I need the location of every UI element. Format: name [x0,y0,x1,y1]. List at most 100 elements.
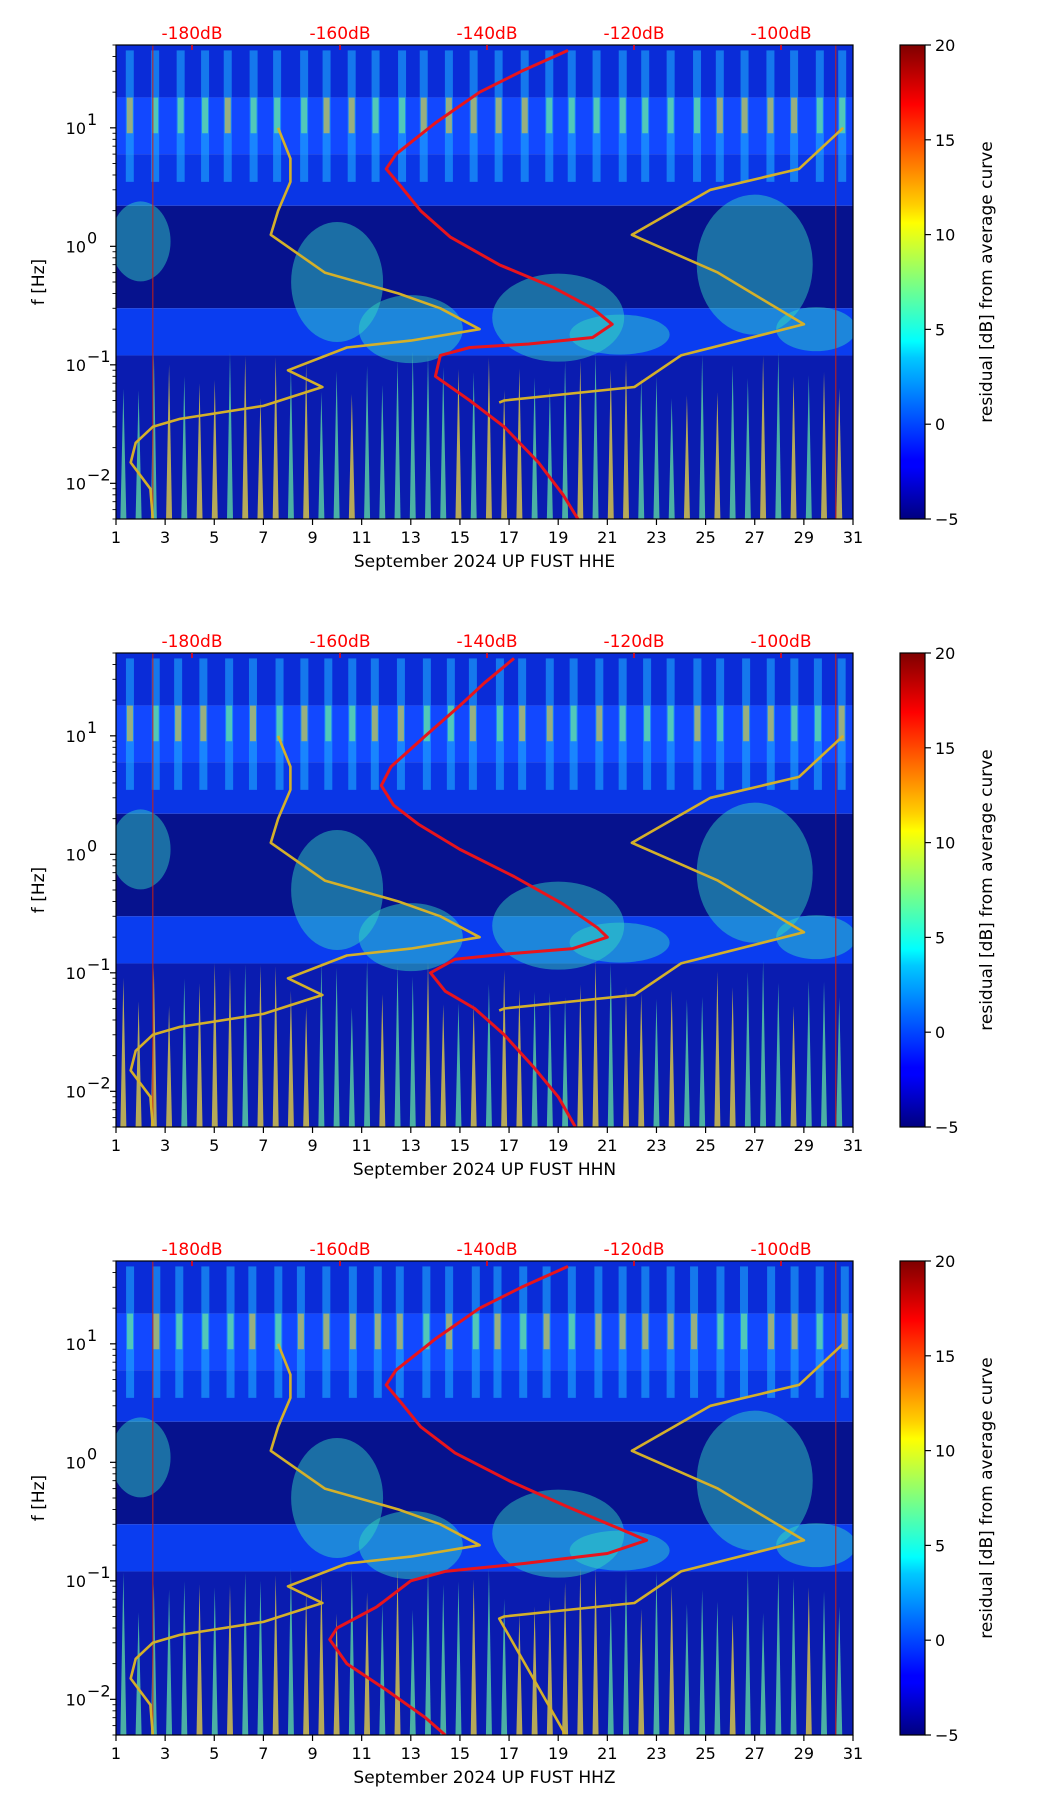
red-curve [379,657,609,1127]
x-tick-label: 3 [160,1744,170,1763]
x-tick-label: 25 [695,528,715,547]
x-tick-label: 3 [160,528,170,547]
colorbar-label: residual [dB] from average curve [977,749,997,1030]
x-tick-label: 17 [499,528,519,547]
x-tick-label: 27 [745,1744,765,1763]
top-db-tick-label: -120dB [603,1240,664,1260]
x-tick-label: 5 [209,1744,219,1763]
y-tick-exponent: −2 [87,1073,111,1092]
x-tick-label: 19 [548,1136,568,1155]
colorbar: 20 15 10 5 0 −5 residual [dB] from average cur… [899,1252,997,1745]
colorbar-tick-label: 10 [935,226,955,245]
top-db-tick-label: -180dB [161,632,222,652]
colorbar-label: residual [dB] from average curve [977,1357,997,1638]
x-tick-label: 5 [209,528,219,547]
x-tick-label: 29 [794,1744,814,1763]
top-db-tick-label: -180dB [161,24,222,44]
x-tick-label: 29 [794,1136,814,1155]
x-tick-label: 21 [597,1744,617,1763]
x-tick-label: 27 [745,1136,765,1155]
colorbar-tick-label: 10 [935,1442,955,1461]
colorbar-tick-label: 10 [935,834,955,853]
y-tick-exponent: 0 [87,836,97,855]
x-tick-label: 3 [160,1136,170,1155]
x-tick-label: 11 [351,1744,371,1763]
y-tick-exponent: −1 [87,347,111,366]
x-tick-label: 23 [646,1136,666,1155]
x-tick-label: 19 [548,528,568,547]
yellow-curve-2 [498,126,845,404]
yellow-curve-1 [129,735,481,1127]
y-tick-exponent: 0 [87,1444,97,1463]
x-tick-label: 15 [450,1744,470,1763]
colorbar-tick-label: 5 [935,1536,945,1555]
colorbar-tick-label: −5 [935,1118,959,1137]
x-tick-label: 15 [450,1136,470,1155]
y-tick-label: 10 [66,356,86,375]
yellow-curve-1 [129,1343,481,1735]
x-tick-label: 29 [794,528,814,547]
colorbar-tick-label: 20 [935,36,955,55]
red-curve [328,1265,649,1735]
y-tick-exponent: 1 [87,718,97,737]
x-tick-label: 17 [499,1136,519,1155]
y-tick-label: 10 [66,1453,86,1472]
x-tick-label: 31 [843,528,863,547]
x-tick-label: 19 [548,1744,568,1763]
x-tick-label: 27 [745,528,765,547]
x-tick-label: 1 [111,1136,121,1155]
colorbar: 20 15 10 5 0 −5 residual [dB] from average cur… [899,644,997,1137]
colorbar-label: residual [dB] from average curve [977,141,997,422]
x-tick-label: 9 [307,1744,317,1763]
y-tick-label: 10 [66,237,86,256]
x-tick-label: 25 [695,1136,715,1155]
y-tick-label: 10 [66,1335,86,1354]
x-tick-label: 13 [401,1744,421,1763]
colorbar-tick-label: 15 [935,1347,955,1366]
top-db-tick-label: -140dB [456,24,517,44]
y-axis-label: f [Hz] [29,259,49,305]
y-tick-exponent: 0 [87,228,97,247]
y-axis-label: f [Hz] [29,1475,49,1521]
colorbar-tick-label: 0 [935,415,945,434]
x-tick-label: 31 [843,1136,863,1155]
x-axis-label: September 2024 UP FUST HHZ [353,1768,615,1788]
spectrogram-image [116,45,853,519]
y-tick-exponent: −1 [87,955,111,974]
x-tick-label: 13 [401,528,421,547]
yellow-curve-2 [497,1342,845,1735]
y-tick-label: 10 [66,474,86,493]
top-db-tick-label: -100dB [750,1240,811,1260]
top-db-tick-label: -160dB [309,1240,370,1260]
x-tick-label: 1 [111,1744,121,1763]
colorbar-tick-label: 20 [935,1252,955,1271]
y-axis-label: f [Hz] [29,867,49,913]
colorbar-tick-label: 5 [935,928,945,947]
colorbar-tick-label: −5 [935,1726,959,1745]
y-tick-label: 10 [66,119,86,138]
x-tick-label: 25 [695,1744,715,1763]
top-db-tick-label: -160dB [309,24,370,44]
top-db-tick-label: -120dB [603,24,664,44]
y-tick-exponent: 1 [87,110,97,129]
top-db-tick-label: -100dB [750,24,811,44]
colorbar-tick-label: 15 [935,739,955,758]
x-tick-label: 9 [307,528,317,547]
colorbar: 20 15 10 5 0 −5 residual [dB] from average cur… [899,36,997,529]
y-tick-label: 10 [66,1082,86,1101]
yellow-curve-2 [498,734,845,1012]
x-tick-label: 17 [499,1744,519,1763]
y-tick-exponent: −2 [87,1681,111,1700]
x-tick-label: 7 [258,1136,268,1155]
colorbar-tick-label: 5 [935,320,945,339]
y-tick-label: 10 [66,964,86,983]
y-tick-label: 10 [66,1572,86,1591]
x-axis-label: September 2024 UP FUST HHN [353,1160,616,1180]
colorbar-tick-label: 15 [935,131,955,150]
x-tick-label: 21 [597,528,617,547]
x-tick-label: 7 [258,528,268,547]
red-curve [384,49,614,519]
x-tick-label: 1 [111,528,121,547]
y-tick-exponent: −2 [87,465,111,484]
